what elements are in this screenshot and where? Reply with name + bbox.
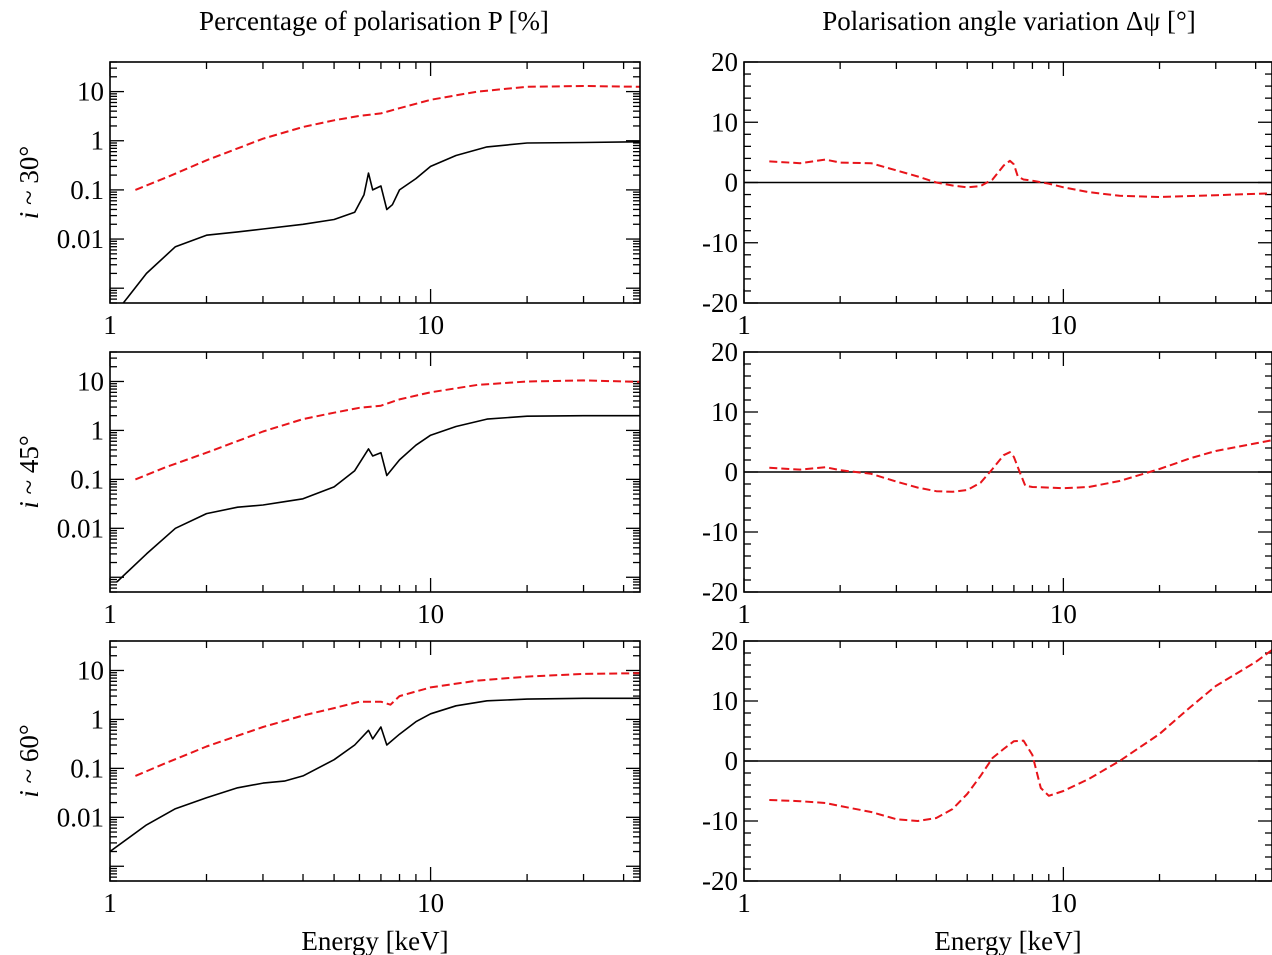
y-tick-label: 20	[711, 337, 738, 367]
chart-panel-2: 1 10 0.01 0.1 1 10 i ~ 45°	[14, 351, 641, 629]
y-tick-label: 10	[711, 397, 738, 427]
x-tick-label: 1	[103, 888, 117, 918]
solid-series-line	[122, 141, 640, 303]
x-tick-label: 10	[417, 888, 444, 918]
plot-frame	[109, 61, 641, 304]
y-tick-label: 0.01	[57, 802, 104, 832]
chart-panel-1: 1 10 0.01 0.1 1 10 i ~ 30°	[14, 61, 641, 340]
y-tick-label: 1	[91, 415, 105, 445]
chart-panel-5: 1 10 -20 -10 0 10 20	[702, 337, 1272, 629]
dashed-series-line	[135, 672, 640, 777]
x-axis-label: Energy [keV]	[934, 926, 1081, 955]
y-tick-label: 20	[711, 47, 738, 77]
row-label: i ~ 60°	[14, 724, 44, 797]
chart-panel-6: 1 10 -20 -10 0 10 20 Energy [keV]	[702, 626, 1272, 955]
x-tick-label: 1	[103, 310, 117, 340]
x-tick-label: 10	[1050, 888, 1077, 918]
y-tick-label: 10	[711, 107, 738, 137]
x-tick-label: 10	[417, 310, 444, 340]
row-label: i ~ 30°	[14, 146, 44, 219]
left-column-title: Percentage of polarisation P [%]	[199, 6, 549, 36]
y-tick-label: 0.1	[70, 464, 104, 494]
dashed-series-line	[135, 379, 640, 481]
right-column-title: Polarisation angle variation Δψ [°]	[822, 6, 1195, 36]
dashed-series-line	[769, 649, 1272, 822]
y-tick-label: 10	[77, 77, 104, 107]
y-tick-label: 0	[725, 457, 739, 487]
y-tick-label: 20	[711, 626, 738, 656]
x-tick-label: 1	[737, 888, 751, 918]
y-tick-label: -10	[702, 228, 738, 258]
chart-panel-3: 1 10 0.01 0.1 1 10 Energy [keV] i ~ 60°	[14, 640, 641, 955]
solid-series-line	[116, 414, 640, 583]
y-tick-label: 10	[77, 366, 104, 396]
plot-frame	[743, 61, 1272, 304]
plot-frame	[109, 640, 641, 882]
y-tick-label: -20	[702, 577, 738, 607]
x-tick-label: 10	[417, 599, 444, 629]
y-tick-label: 1	[91, 126, 105, 156]
dashed-series-line	[769, 439, 1272, 493]
row-label: i ~ 45°	[14, 435, 44, 508]
y-tick-label: 10	[711, 686, 738, 716]
y-tick-label: 0.1	[70, 753, 104, 783]
y-tick-label: -20	[702, 866, 738, 896]
x-tick-label: 10	[1050, 599, 1077, 629]
y-tick-label: 0.1	[70, 175, 104, 205]
x-axis-label: Energy [keV]	[301, 926, 448, 955]
y-tick-label: 0	[725, 746, 739, 776]
y-tick-label: 0.01	[57, 224, 104, 254]
y-tick-label: -10	[702, 806, 738, 836]
y-tick-label: -20	[702, 288, 738, 318]
y-tick-label: 10	[77, 655, 104, 685]
plot-frame	[743, 351, 1272, 593]
plot-frame	[743, 640, 1272, 882]
solid-series-line	[110, 697, 640, 853]
y-tick-label: 0	[725, 168, 739, 198]
chart-panel-4: 1 10 -20 -10 0 10 20	[702, 47, 1272, 340]
y-tick-label: 1	[91, 704, 105, 734]
y-tick-label: -10	[702, 517, 738, 547]
x-tick-label: 1	[103, 599, 117, 629]
dashed-series-line	[135, 85, 640, 191]
x-tick-label: 1	[737, 310, 751, 340]
plot-frame	[109, 351, 641, 593]
dashed-series-line	[769, 158, 1272, 198]
x-tick-label: 10	[1050, 310, 1077, 340]
y-tick-label: 0.01	[57, 513, 104, 543]
x-tick-label: 1	[737, 599, 751, 629]
